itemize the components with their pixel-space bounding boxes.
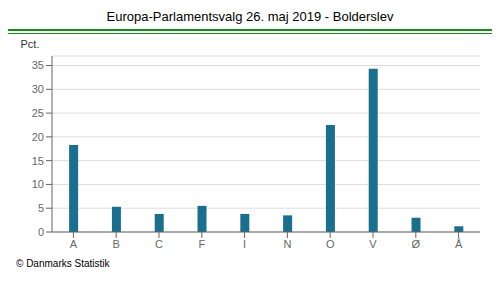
svg-text:A: A: [70, 238, 78, 250]
svg-text:10: 10: [32, 178, 44, 190]
svg-text:O: O: [326, 238, 335, 250]
html-text:© Danmarks Statistik: © Danmarks Statistik: [16, 258, 110, 269]
svg-text:Å: Å: [455, 238, 463, 250]
html-text:Europa-Parlamentsvalg 26. maj: Europa-Parlamentsvalg 26. maj 2019 - Bol…: [106, 9, 394, 24]
svg-text:Pct.: Pct.: [21, 38, 40, 50]
svg-text:B: B: [113, 238, 120, 250]
svg-text:C: C: [155, 238, 163, 250]
svg-text:15: 15: [32, 155, 44, 167]
svg-text:N: N: [283, 238, 291, 250]
svg-text:20: 20: [32, 131, 44, 143]
svg-text:25: 25: [32, 107, 44, 119]
svg-text:Ø: Ø: [412, 238, 421, 250]
svg-text:30: 30: [32, 83, 44, 95]
svg-text:5: 5: [38, 202, 44, 214]
svg-text:35: 35: [32, 59, 44, 71]
svg-text:I: I: [243, 238, 246, 250]
svg-text:V: V: [369, 238, 377, 250]
svg-text:0: 0: [38, 226, 44, 238]
svg-text:F: F: [198, 238, 205, 250]
